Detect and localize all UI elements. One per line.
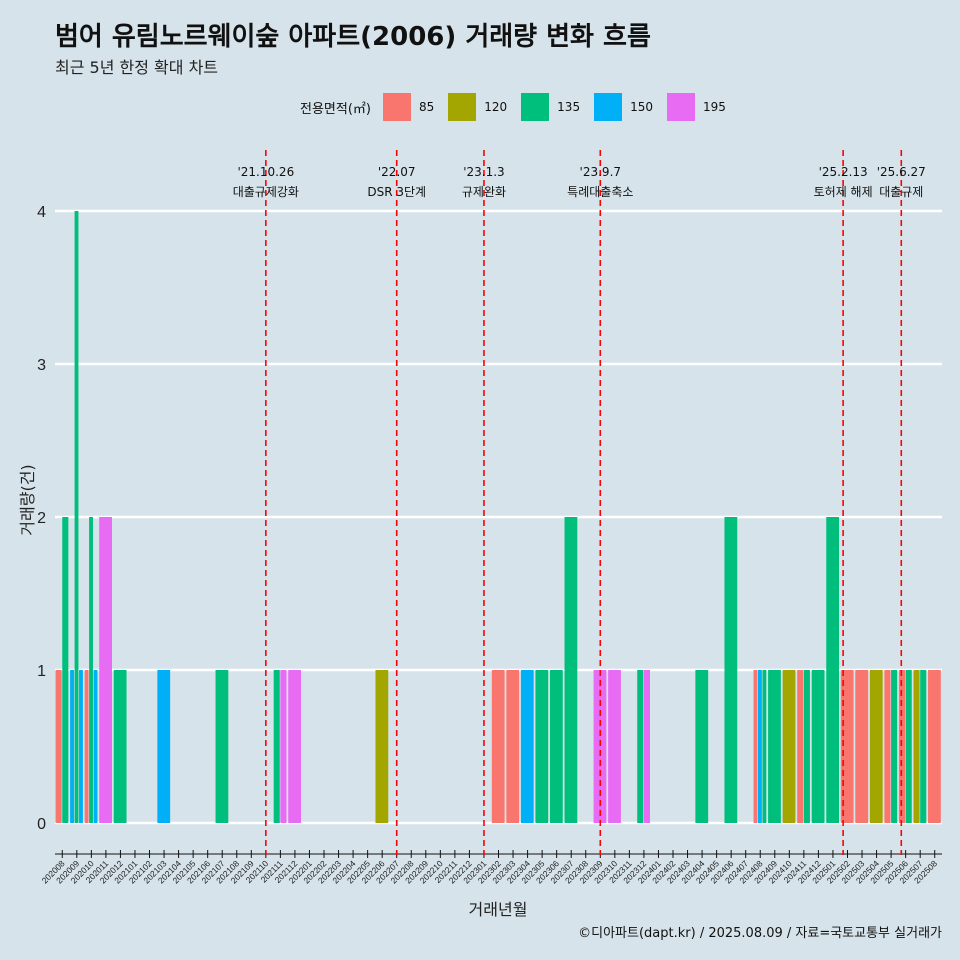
bar: [762, 670, 767, 823]
bar: [797, 670, 804, 823]
bar: [891, 670, 898, 823]
bar: [920, 670, 927, 823]
bar: [70, 670, 74, 823]
bar: [811, 670, 825, 823]
legend-item-85: 85: [382, 93, 435, 121]
bar: [826, 517, 840, 823]
y-tick-label: 0: [37, 816, 46, 833]
legend-swatch: [521, 93, 550, 121]
event-date: '25.2.13: [819, 165, 868, 179]
bar: [724, 517, 738, 823]
event-label: 대출규제: [879, 185, 923, 199]
y-axis-title: 거래량(건): [18, 464, 37, 535]
bar: [928, 670, 941, 823]
legend-item-195: 195: [666, 93, 726, 121]
y-tick-label: 1: [37, 663, 46, 680]
legend-item-135: 135: [521, 93, 580, 121]
legend-label: 120: [484, 100, 508, 114]
bar: [93, 670, 98, 823]
bar: [643, 670, 650, 823]
bar: [637, 670, 644, 823]
event-date: '23.9.7: [580, 165, 621, 179]
bar: [215, 670, 229, 823]
bar: [608, 670, 621, 823]
bar: [884, 670, 891, 823]
bar: [74, 211, 79, 823]
event-label: 특례대출축소: [567, 185, 633, 199]
bar: [768, 670, 781, 823]
legend-swatch: [382, 93, 411, 121]
bar: [803, 670, 810, 823]
legend: 전용면적(㎡) 85 120 135 150 195: [300, 93, 740, 121]
bar: [549, 670, 563, 823]
legend-label: 85: [418, 100, 435, 114]
bar: [280, 670, 287, 823]
event-label: 토허제 해제: [814, 185, 873, 199]
event-date: '22.07: [378, 165, 416, 179]
bar: [273, 670, 280, 823]
legend-label: 195: [702, 100, 726, 114]
bar: [89, 517, 93, 823]
bar: [913, 670, 920, 823]
event-date: '25.6.27: [877, 165, 926, 179]
bar: [564, 517, 578, 823]
legend-swatch: [594, 93, 623, 121]
bar: [898, 670, 906, 823]
bar: [157, 670, 171, 823]
bar: [782, 670, 796, 823]
bar: [506, 670, 520, 823]
legend-swatch: [448, 93, 477, 121]
y-tick-label: 3: [37, 357, 46, 374]
legend-item-150: 150: [594, 93, 653, 121]
bar: [79, 670, 83, 823]
bar: [520, 670, 534, 823]
bar: [869, 670, 883, 823]
bar: [758, 670, 762, 823]
chart-title: 범어 유림노르웨이숲 아파트(2006) 거래량 변화 흐름: [55, 22, 651, 52]
bar: [753, 670, 758, 823]
bar: [855, 670, 869, 823]
bar: [99, 517, 112, 823]
y-tick-label: 4: [37, 204, 46, 221]
bar: [593, 670, 607, 823]
bar: [375, 670, 389, 823]
bar: [535, 670, 549, 823]
bar: [84, 670, 89, 823]
legend-label: 135: [557, 100, 581, 114]
event-label: DSR 3단계: [367, 185, 426, 199]
event-date: '21.10.26: [237, 165, 294, 179]
bar: [491, 670, 505, 823]
legend-title: 전용면적(㎡): [300, 101, 371, 117]
bar: [62, 517, 69, 823]
event-date: '23.1.3: [463, 165, 504, 179]
legend-item-120: 120: [448, 93, 507, 121]
bar: [905, 670, 912, 823]
event-label: 규제완화: [462, 185, 506, 199]
bar: [288, 670, 302, 823]
bar: [113, 670, 127, 823]
bar: [695, 670, 709, 823]
legend-label: 150: [630, 100, 653, 114]
event-label: 대출규제강화: [233, 185, 299, 199]
x-axis-title: 거래년월: [469, 900, 528, 919]
bar: [840, 670, 854, 823]
legend-swatch: [666, 93, 695, 121]
y-tick-label: 2: [37, 510, 46, 527]
source-footer: ©디아파트(dapt.kr) / 2025.08.09 / 자료=국토교통부 실…: [578, 926, 942, 941]
bar: [55, 670, 62, 823]
chart-subtitle: 최근 5년 한정 확대 차트: [55, 58, 219, 77]
